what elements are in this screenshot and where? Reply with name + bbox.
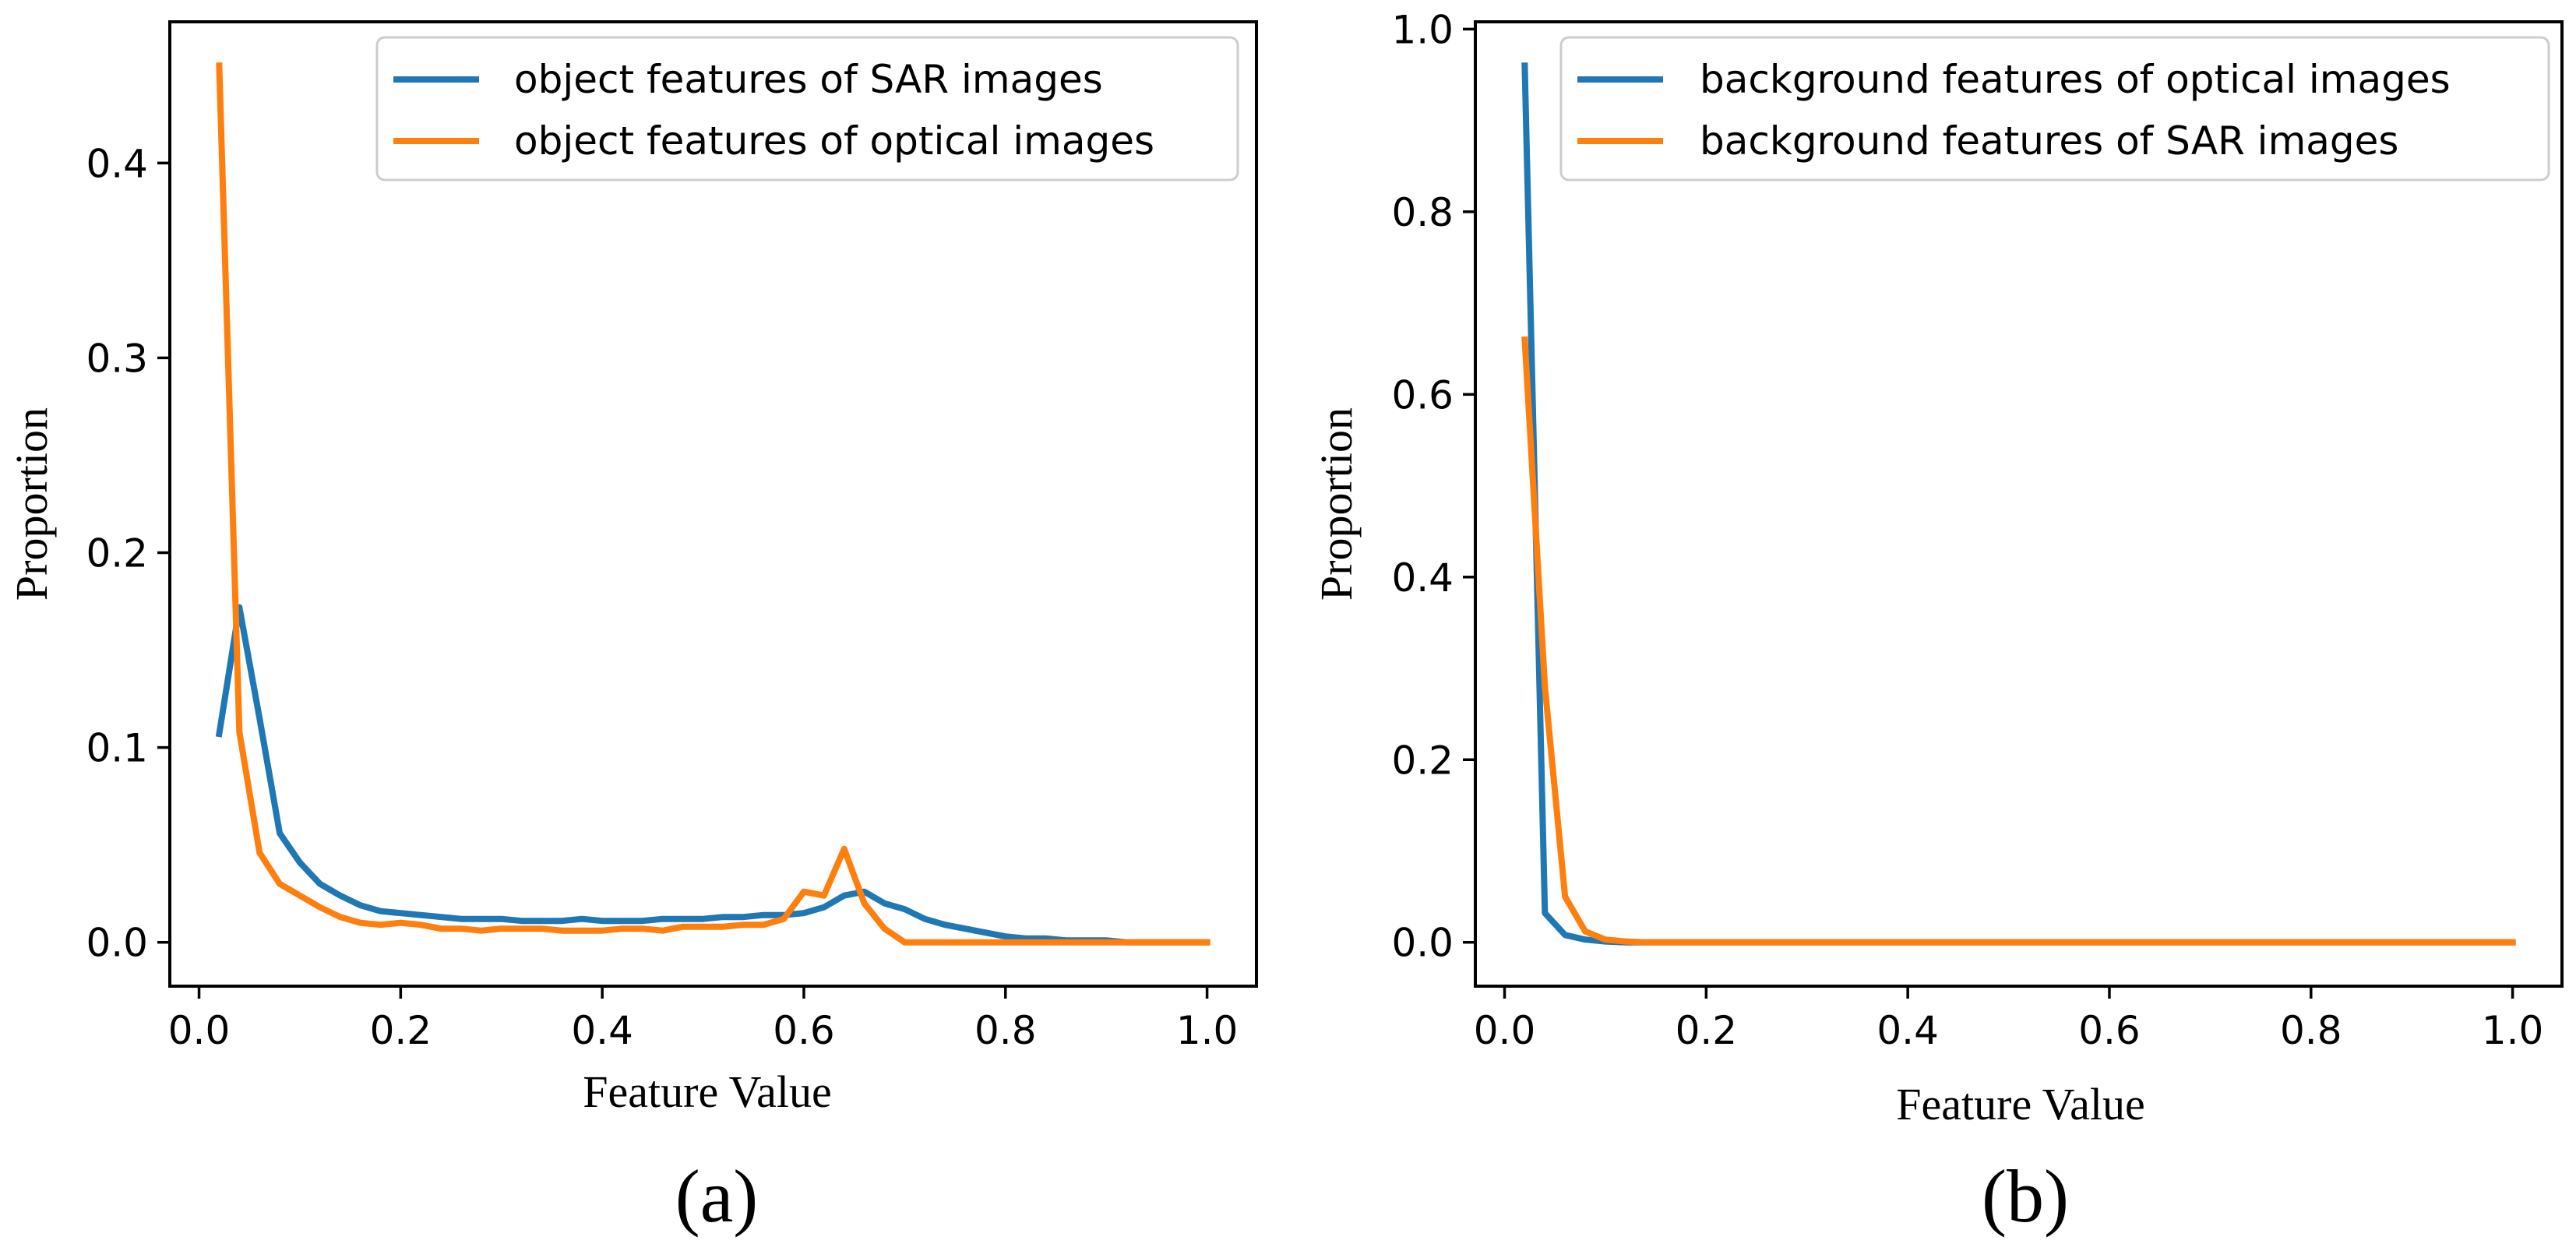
panel-a-legend: object features of SAR images object fea…	[375, 36, 1239, 181]
panel-a-x-tick-label-0: 0.0	[168, 1008, 231, 1053]
panel-a-series-line-2	[216, 62, 1210, 946]
panel-a-axes-frame	[168, 20, 1258, 988]
panel-b-legend-box	[1559, 36, 2550, 181]
panel-a-x-axis-label: Feature Value	[583, 1066, 831, 1117]
panel-b-y-tick-label-3: 0.6	[1391, 372, 1454, 418]
panel-b-x-tick-label-1: 0.2	[1676, 1008, 1738, 1053]
panel-b-y-tick-label-5: 1.0	[1391, 7, 1454, 52]
panel-a-y-tick-label-3: 0.3	[86, 336, 148, 381]
panel-a-legend-label-1: object features of SAR images	[514, 57, 1103, 102]
panel-a-legend-box	[375, 36, 1239, 181]
panel-b-legend-label-2: background features of SAR images	[1700, 118, 2398, 164]
panel-a-legend-label-2: object features of optical images	[514, 118, 1154, 164]
panel-b-y-axis-label: Proportion	[1311, 407, 1362, 601]
panel-a: 0.0 0.2 0.4 0.6 0.8 1.0 0.0 0.1 0.2 0.3 0.4 objec…	[6, 20, 1258, 1238]
panel-a-series-line-1	[215, 604, 1210, 946]
panel-b-y-tick-label-4: 0.8	[1391, 190, 1454, 235]
panel-b-y-tick-label-2: 0.4	[1391, 555, 1454, 601]
panel-b-x-tick-label-2: 0.4	[1876, 1008, 1939, 1053]
panel-b-x-axis-label: Feature Value	[1896, 1079, 2144, 1129]
panel-b-series-line-1	[1521, 62, 2516, 946]
panel-a-y-tick-label-0: 0.0	[86, 921, 148, 966]
panel-b-series-line-2	[1521, 336, 2516, 946]
panel-a-y-tick-label-1: 0.1	[86, 726, 148, 771]
panel-a-y-ticks: 0.0 0.1 0.2 0.3 0.4	[86, 141, 170, 966]
panel-b-caption: (b)	[1982, 1154, 2069, 1238]
panel-b-x-tick-label-5: 1.0	[2482, 1008, 2544, 1053]
panel-b-x-tick-label-4: 0.8	[2280, 1008, 2342, 1053]
panel-a-y-tick-label-4: 0.4	[86, 141, 148, 186]
panel-b-x-tick-label-0: 0.0	[1474, 1008, 1536, 1053]
panel-b-legend: background features of optical images ba…	[1559, 36, 2550, 181]
panel-a-x-tick-label-4: 0.8	[974, 1008, 1037, 1053]
panel-b-x-ticks: 0.0 0.2 0.4 0.6 0.8 1.0	[1474, 986, 2544, 1053]
panel-b-x-tick-label-3: 0.6	[2078, 1008, 2141, 1053]
panel-a-x-tick-label-2: 0.4	[571, 1008, 633, 1053]
panel-b-axes-frame	[1474, 20, 2564, 988]
panel-a-y-axis-label: Proportion	[6, 407, 57, 601]
panel-a-series	[215, 62, 1210, 946]
panel-a-x-tick-label-1: 0.2	[370, 1008, 432, 1053]
panel-b: 0.0 0.2 0.4 0.6 0.8 1.0 0.0 0.2 0.4 0.6 0.8 1.0 ba…	[1311, 7, 2564, 1238]
panel-b-y-tick-label-0: 0.0	[1391, 921, 1454, 966]
panel-a-x-tick-label-5: 1.0	[1176, 1008, 1239, 1053]
panel-b-y-tick-label-1: 0.2	[1391, 738, 1454, 783]
panel-b-series	[1521, 62, 2516, 946]
panel-a-y-tick-label-2: 0.2	[86, 531, 148, 576]
panel-a-x-ticks: 0.0 0.2 0.4 0.6 0.8 1.0	[168, 986, 1239, 1053]
panel-b-y-ticks: 0.0 0.2 0.4 0.6 0.8 1.0	[1391, 7, 1475, 966]
panel-b-legend-label-1: background features of optical images	[1700, 57, 2451, 102]
panel-a-x-tick-label-3: 0.6	[773, 1008, 835, 1053]
panel-a-caption: (a)	[675, 1154, 759, 1238]
